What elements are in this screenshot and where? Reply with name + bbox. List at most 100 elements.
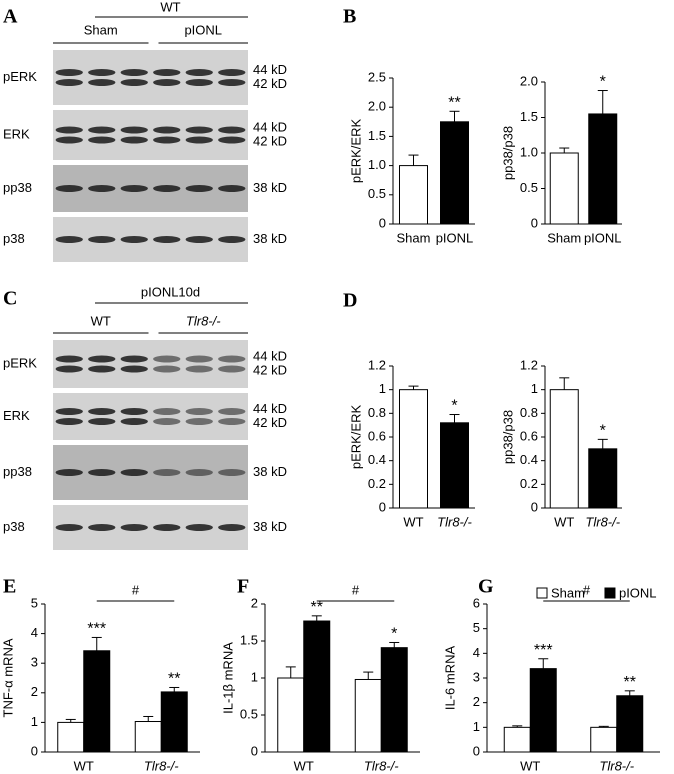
y-tick-label: 0	[379, 215, 386, 230]
bar	[549, 389, 579, 509]
blot-band	[88, 365, 116, 373]
blot-band	[120, 418, 148, 425]
blot-band	[120, 136, 148, 144]
blot-band	[153, 126, 181, 134]
y-tick-label: 1	[379, 381, 386, 396]
blot-band	[153, 355, 181, 363]
panel-label: E	[3, 576, 16, 598]
blot-band	[218, 136, 246, 144]
y-axis-label: IL-6 mRNA	[442, 646, 457, 711]
y-tick-label: 6	[473, 595, 480, 610]
y-axis-label: IL-1β mRNA	[220, 642, 235, 714]
bar	[440, 121, 469, 225]
blot-band	[55, 185, 83, 192]
blot-band	[153, 524, 181, 531]
y-tick-label: 4	[31, 625, 38, 640]
blot-band	[218, 524, 246, 531]
blot-band	[88, 418, 116, 425]
kd-label: 38 kD	[253, 519, 287, 534]
y-tick-label: 0	[473, 743, 480, 758]
blot-band	[218, 365, 246, 373]
kd-label: 42 kD	[253, 76, 287, 91]
x-tick-label: WT	[74, 758, 94, 773]
kd-label: 44 kD	[253, 348, 287, 363]
y-axis-label: TNF-α mRNA	[0, 638, 15, 717]
bar	[503, 726, 531, 753]
panel-label: C	[3, 288, 17, 310]
y-tick-label: 0.5	[368, 186, 386, 201]
y-axis-label: pp38/p38	[500, 410, 515, 464]
blot-band	[120, 236, 148, 243]
blot-strip	[53, 50, 248, 105]
y-tick-label: 1.5	[520, 109, 538, 124]
blot-row-label: p38	[3, 519, 25, 534]
legend-swatch	[604, 587, 616, 599]
blot-band	[185, 408, 213, 415]
blot-subgroup: WT	[91, 313, 111, 328]
x-tick-label: Tlr8-/-	[144, 758, 179, 773]
x-tick-label: Sham	[397, 230, 431, 245]
blot-band	[55, 418, 83, 425]
bar	[549, 152, 579, 225]
kd-label: 44 kD	[253, 401, 287, 416]
blot-row-label: pp38	[3, 464, 32, 479]
x-tick-label: Tlr8-/-	[437, 514, 472, 529]
blot-band	[88, 524, 116, 531]
blot-band	[218, 236, 246, 243]
x-tick-label: WT	[554, 514, 574, 529]
kd-label: 44 kD	[253, 62, 287, 77]
blot-band	[218, 408, 246, 415]
significance: *	[391, 626, 397, 643]
bar	[399, 165, 428, 225]
blot-band	[218, 79, 246, 86]
y-tick-label: 1	[251, 669, 258, 684]
x-tick-label: WT	[520, 758, 540, 773]
blot-band	[218, 355, 246, 363]
blot-band	[185, 236, 213, 243]
y-tick-label: 5	[473, 620, 480, 635]
significance: **	[448, 95, 460, 112]
x-tick-label: Tlr8-/-	[364, 758, 399, 773]
blot-band	[185, 126, 213, 134]
y-tick-label: 0	[251, 743, 258, 758]
panel-label: F	[237, 576, 249, 598]
y-tick-label: 2	[473, 694, 480, 709]
y-tick-label: 1.2	[368, 357, 386, 372]
bar	[57, 721, 85, 753]
bar	[134, 721, 162, 753]
blot-band	[218, 185, 246, 192]
blot-band	[55, 126, 83, 134]
significance: **	[168, 671, 180, 688]
y-tick-label: 0.4	[368, 452, 386, 467]
kd-label: 38 kD	[253, 231, 287, 246]
y-tick-label: 1.2	[520, 357, 538, 372]
blot-band	[153, 69, 181, 76]
significance: *	[451, 398, 457, 415]
kd-label: 42 kD	[253, 415, 287, 430]
kd-label: 42 kD	[253, 362, 287, 377]
blot-band	[55, 236, 83, 243]
x-tick-label: WT	[294, 758, 314, 773]
y-tick-label: 1	[531, 381, 538, 396]
y-tick-label: 0.5	[520, 180, 538, 195]
significance: *	[600, 423, 606, 440]
blot-band	[120, 79, 148, 86]
kd-label: 38 kD	[253, 180, 287, 195]
y-tick-label: 0.8	[368, 405, 386, 420]
legend-label: pIONL	[619, 585, 657, 600]
blot-band	[153, 365, 181, 373]
blot-strip	[53, 217, 248, 262]
blot-band	[88, 469, 116, 476]
x-tick-label: Sham	[547, 230, 581, 245]
blot-row-label: pERK	[3, 69, 37, 84]
y-tick-label: 1.5	[240, 632, 258, 647]
blot-row-label: pERK	[3, 355, 37, 370]
blot-row-label: ERK	[3, 408, 30, 423]
kd-label: 38 kD	[253, 464, 287, 479]
blot-band	[120, 365, 148, 373]
blot-band	[185, 524, 213, 531]
blot-row-label: pp38	[3, 180, 32, 195]
panel-label: G	[478, 576, 494, 598]
blot-band	[153, 469, 181, 476]
x-tick-label: Tlr8-/-	[599, 758, 634, 773]
